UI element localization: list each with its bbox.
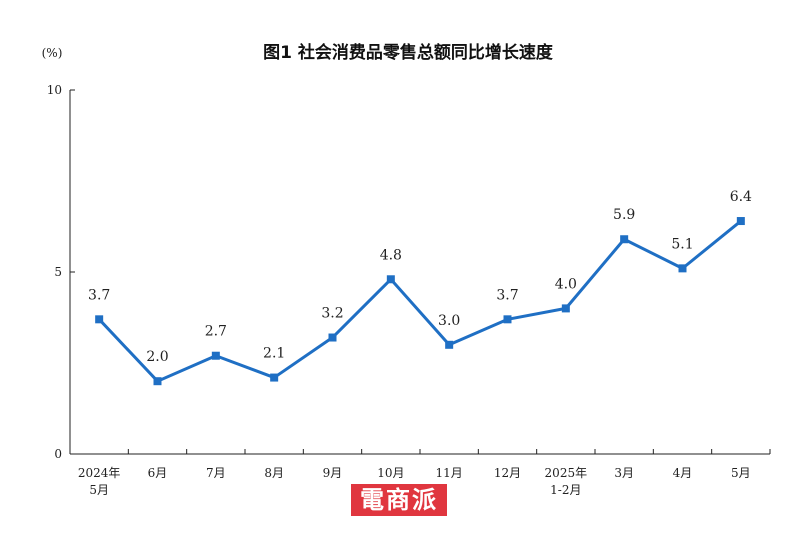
data-label: 5.9 [613, 207, 635, 223]
y-tick-label: 10 [47, 83, 62, 97]
x-tick-label: 11月 [436, 466, 463, 480]
series-line [98, 219, 742, 383]
data-point [95, 315, 104, 324]
data-label: 3.2 [321, 306, 343, 322]
x-tick-label: 10月 [377, 466, 404, 480]
data-point [503, 315, 512, 324]
data-label: 3.7 [88, 287, 110, 303]
x-tick-label: 9月 [323, 466, 343, 480]
data-point [270, 373, 279, 382]
x-axis-ticks: 2024年 5月 6月 7月 8月 9月 10月 11月 12月 2025年 1-2月 3月 4月 5月 [69, 449, 771, 497]
x-tick-label: 6月 [148, 466, 168, 480]
x-tick-label: 8月 [264, 466, 284, 480]
data-label: 2.1 [263, 346, 285, 362]
data-label: 5.1 [671, 236, 693, 252]
data-label: 4.0 [555, 276, 577, 292]
x-tick-label: 4月 [673, 466, 693, 480]
x-tick-label: 12月 [494, 466, 521, 480]
data-point [678, 264, 687, 273]
x-tick-label: 2025年 1-2月 [545, 466, 588, 497]
x-tick-label: 3月 [614, 466, 634, 480]
data-label: 2.7 [205, 324, 227, 340]
data-point [445, 340, 454, 349]
data-label: 2.0 [146, 349, 168, 365]
chart-title: 图1 社会消费品零售总额同比增长速度 [263, 42, 554, 63]
data-label: 3.7 [496, 287, 518, 303]
data-point [328, 333, 337, 342]
data-label: 3.0 [438, 313, 460, 329]
data-point [153, 377, 162, 386]
x-tick-label: 7月 [206, 466, 226, 480]
x-tick-label: 5月 [731, 466, 751, 480]
x-tick-label: 2024年 5月 [78, 466, 121, 497]
data-points [95, 217, 745, 386]
y-axis-ticks: 0 5 10 [47, 83, 75, 461]
y-tick-label: 0 [54, 447, 62, 461]
data-point [620, 235, 629, 244]
y-axis-unit: (%) [42, 46, 63, 60]
watermark-logo: 電商派 [351, 484, 447, 516]
data-labels: 3.7 2.0 2.7 2.1 3.2 4.8 3.0 3.7 4.0 5.9 5.1 6.4 [88, 189, 752, 365]
data-point [386, 275, 395, 284]
data-point [736, 217, 745, 226]
y-tick-label: 5 [54, 265, 62, 279]
data-label: 4.8 [380, 247, 402, 263]
data-point [211, 351, 220, 360]
data-label: 6.4 [730, 189, 752, 205]
data-point [561, 304, 570, 313]
